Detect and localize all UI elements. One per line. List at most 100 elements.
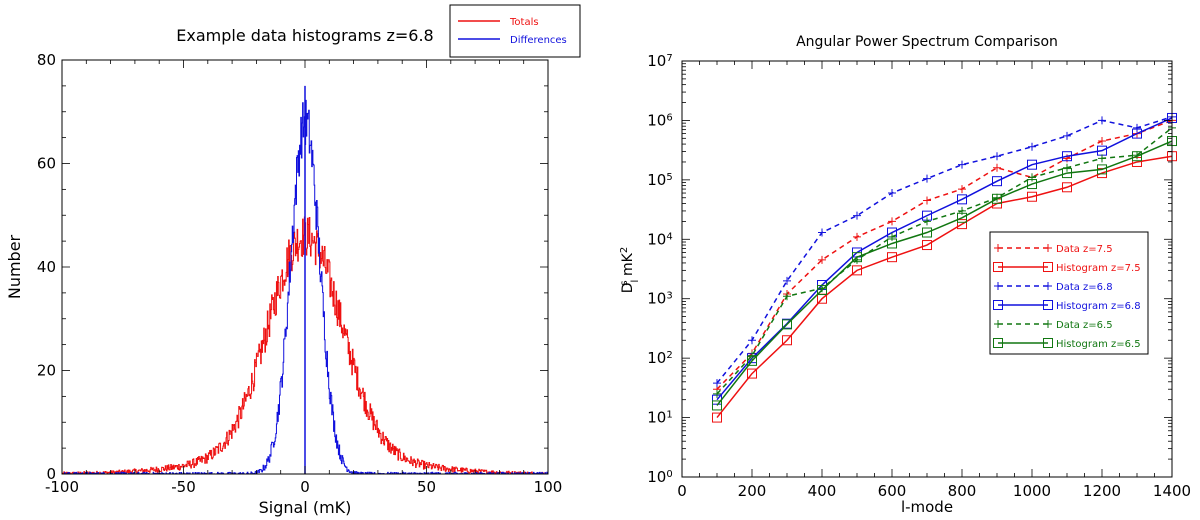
series-line (716, 127, 1173, 395)
left-y-tick-label: 40 (37, 258, 56, 276)
right-legend-label: Histogram z=6.8 (1056, 301, 1141, 312)
right-legend-label: Data z=6.5 (1056, 320, 1113, 331)
right-legend-label: Histogram z=7.5 (1056, 263, 1141, 274)
right-legend-label: Data z=6.8 (1056, 282, 1113, 293)
series-data-z-6-5 (713, 123, 1176, 398)
square-marker (1043, 338, 1053, 348)
left-x-tick-label: -50 (171, 478, 196, 496)
square-marker (957, 219, 967, 230)
square-marker (1043, 300, 1053, 310)
plus-marker (888, 217, 896, 226)
left-y-axis-label: Number (5, 234, 24, 299)
square-marker (712, 400, 722, 411)
plus-marker (853, 232, 861, 241)
square-marker (1062, 151, 1072, 162)
series-line (716, 155, 1173, 419)
plus-marker (958, 160, 966, 169)
plus-marker (853, 211, 861, 220)
histogram-chart: Example data histograms z=6.8 -100 -50 0 50… (5, 4, 581, 517)
square-marker (957, 194, 967, 205)
plus-marker (1044, 282, 1052, 290)
right-x-tick-label: 200 (738, 482, 767, 500)
square-marker (1132, 151, 1142, 162)
plus-marker (713, 389, 721, 398)
plus-marker (748, 351, 756, 360)
plus-marker (713, 379, 721, 388)
left-x-tick-label: 100 (534, 478, 563, 496)
plus-marker (958, 185, 966, 194)
plus-marker (923, 174, 931, 183)
square-marker (747, 355, 757, 366)
square-marker (993, 262, 1003, 272)
right-x-tick-label: 0 (677, 482, 687, 500)
left-x-tick-label: -100 (45, 478, 79, 496)
square-marker (1062, 168, 1072, 179)
right-legend-box (989, 231, 1149, 355)
square-marker (817, 285, 827, 296)
square-marker (747, 368, 757, 379)
square-marker (1097, 164, 1107, 175)
power-spectrum-chart: Angular Power Spectrum Comparison 0 200 40… (619, 34, 1192, 516)
right-x-tick-label: 1000 (1013, 482, 1051, 500)
right-legend-label: Histogram z=6.5 (1056, 339, 1141, 350)
right-x-tick-label: 800 (948, 482, 977, 500)
left-x-axis-label: Signal (mK) (259, 498, 352, 517)
left-y-tick-label: 60 (37, 155, 56, 173)
plus-marker (1133, 123, 1141, 132)
square-marker (922, 240, 932, 251)
left-y-tick-label: 80 (37, 51, 56, 69)
series-histogram-z-7-5 (712, 151, 1177, 423)
plus-marker (923, 196, 931, 205)
square-marker (887, 252, 897, 263)
right-legend: Data z=7.5 Histogram z=7.5 Data z=6.8 Histo… (989, 231, 1149, 355)
series-line (716, 140, 1173, 406)
right-y-tick-label: 106 (647, 111, 672, 129)
right-x-tick-label: 1400 (1153, 482, 1191, 500)
series-line (716, 117, 1173, 401)
square-marker (992, 176, 1002, 187)
right-x-tick-label: 1200 (1083, 482, 1121, 500)
plus-marker (818, 228, 826, 237)
plus-marker (1098, 154, 1106, 163)
plus-marker (1098, 137, 1106, 146)
plus-marker (1044, 320, 1052, 328)
square-marker (1043, 262, 1053, 272)
plus-marker (748, 336, 756, 345)
plus-marker (1028, 142, 1036, 151)
left-legend-label: Differences (510, 35, 567, 46)
left-x-tick-label: 0 (300, 478, 310, 496)
plus-marker (994, 320, 1002, 328)
square-marker (1132, 128, 1142, 139)
square-marker (922, 227, 932, 238)
plus-marker (993, 152, 1001, 161)
right-legend-label: Data z=7.5 (1056, 244, 1113, 255)
series-line (716, 116, 1173, 384)
plus-marker (818, 255, 826, 264)
left-y-tick-label: 20 (37, 362, 56, 380)
plus-marker (888, 232, 896, 241)
plus-marker (1098, 116, 1106, 125)
square-marker (1062, 182, 1072, 193)
right-y-tick-label: 103 (647, 290, 672, 308)
plus-marker (1063, 131, 1071, 140)
square-marker (712, 412, 722, 423)
right-y-tick-label: 100 (647, 468, 672, 486)
square-marker (782, 335, 792, 346)
right-x-tick-label: 600 (878, 482, 907, 500)
right-y-tick-label: 107 (647, 52, 672, 70)
square-marker (993, 338, 1003, 348)
square-marker (852, 265, 862, 276)
plus-marker (1044, 244, 1052, 252)
plus-marker (1028, 173, 1036, 182)
square-marker (887, 238, 897, 249)
plus-marker (783, 276, 791, 285)
right-y-tick-label: 102 (647, 349, 672, 367)
plus-marker (783, 292, 791, 301)
right-y-tick-label: 104 (647, 230, 672, 248)
series-line (716, 119, 1173, 390)
left-chart-title: Example data histograms z=6.8 (176, 26, 433, 45)
square-marker (993, 300, 1003, 310)
left-x-tick-label: 50 (417, 478, 436, 496)
left-y-tick-label: 0 (46, 465, 56, 483)
left-legend-box (449, 4, 581, 58)
